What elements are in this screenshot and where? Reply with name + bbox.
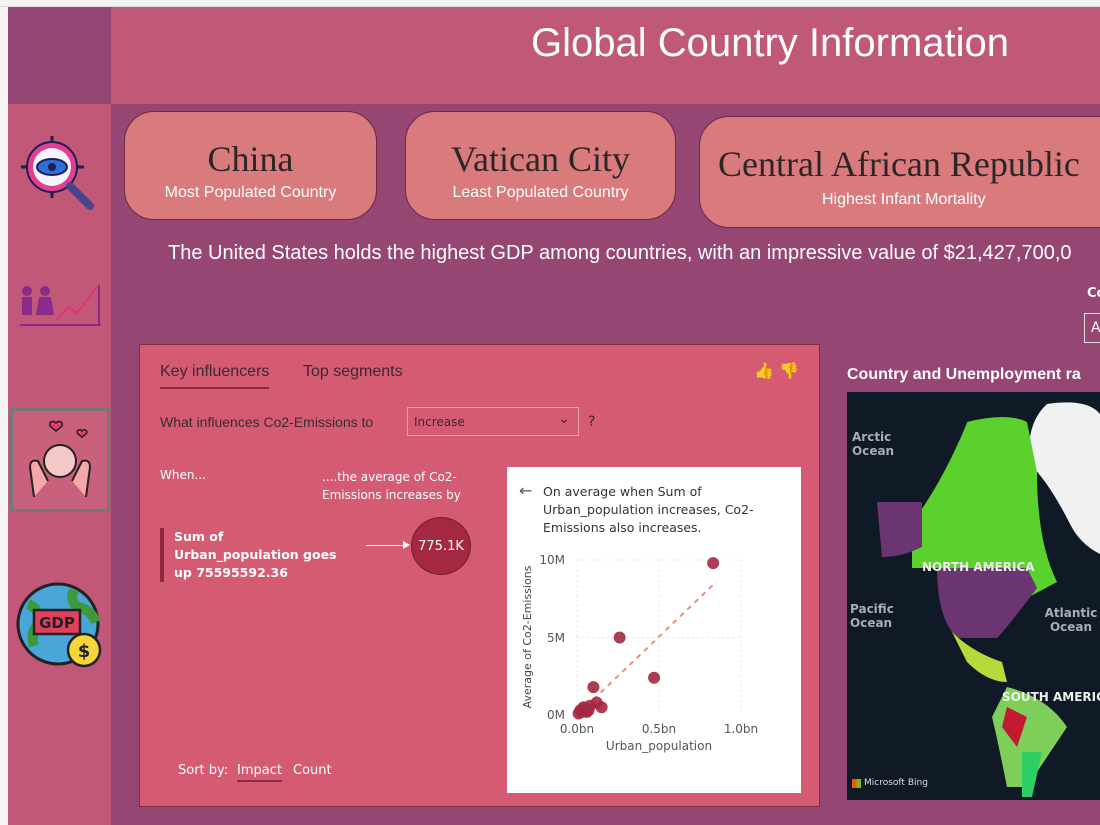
map-label-north-america: NORTH AMERICA <box>922 560 1035 574</box>
slicer-label: Co <box>1087 286 1100 301</box>
sidebar: GDP $ <box>8 104 111 825</box>
kpi-value: Vatican City <box>451 139 630 179</box>
map-label-atlantic: Atlantic Ocean <box>1044 606 1098 634</box>
kpi-card-infant-mortality: Central African Republic Highest Infant … <box>699 116 1100 228</box>
dropdown-value: Increase <box>414 415 465 429</box>
nav-gdp[interactable]: GDP $ <box>10 574 110 678</box>
average-header: ....the average of Co2-Emissions increas… <box>322 470 461 502</box>
scatter-point <box>590 696 603 709</box>
window-edge <box>0 7 8 825</box>
map-label-pacific: Pacific Ocean <box>850 602 894 630</box>
back-arrow-icon[interactable]: ← <box>519 481 533 500</box>
scatter-point <box>648 671 661 684</box>
arrow-icon <box>366 541 410 549</box>
gdp-globe-icon: GDP $ <box>16 582 102 668</box>
map-label-arctic: Arctic Ocean <box>852 430 895 458</box>
direction-dropdown[interactable]: Increase ⌄ <box>407 407 579 436</box>
nav-population-growth[interactable] <box>10 254 110 358</box>
influencer-item[interactable]: Sum of Urban_population goes up 75595592… <box>160 528 340 582</box>
nav-hands-heart[interactable] <box>10 408 110 512</box>
thumbs-down-icon[interactable]: 👎 <box>779 361 799 380</box>
filled-map[interactable]: Arctic Ocean Pacific Ocean Atlantic Ocea… <box>847 392 1100 800</box>
logo-corner <box>8 7 111 104</box>
y-tick-label: 5M <box>547 631 565 645</box>
scatter-chart: 0.0bn 0.5bn 1.0bn 0M 5M 10M Urban_popula… <box>521 553 758 753</box>
tab-top-segments[interactable]: Top segments <box>303 363 403 380</box>
sort-label: Sort by: <box>178 763 229 778</box>
header: Global Country Information <box>111 7 1100 104</box>
kpi-label: Most Populated Country <box>164 184 337 201</box>
tab-key-influencers[interactable]: Key influencers <box>160 363 270 389</box>
svg-text:$: $ <box>78 641 91 662</box>
kpi-card-most-populated: China Most Populated Country <box>124 111 377 220</box>
attribution-text: Microsoft Bing <box>864 778 928 788</box>
gdp-icon-text: GDP <box>39 614 75 632</box>
scatter-point <box>707 557 720 570</box>
page-title: Global Country Information <box>531 21 1010 65</box>
scatter-point <box>582 704 595 717</box>
map-shapes <box>877 402 1100 797</box>
key-influencers-visual: Key influencers Top segments 👍 👎 What in… <box>139 344 820 807</box>
x-axis-label: Urban_population <box>606 739 712 753</box>
x-tick-label: 1.0bn <box>724 722 758 736</box>
y-tick-label: 10M <box>539 553 565 567</box>
kpi-label: Least Populated Country <box>452 184 629 201</box>
chevron-down-icon: ⌄ <box>558 411 570 427</box>
question-mark: ? <box>588 414 596 430</box>
impact-bubble[interactable]: 775.1K <box>411 517 471 575</box>
map-label-south-america: SOUTH AMERIC <box>1002 690 1100 704</box>
sort-count[interactable]: Count <box>293 763 332 778</box>
eye-search-icon <box>21 136 94 210</box>
population-growth-icon <box>20 285 101 326</box>
kpi-card-least-populated: Vatican City Least Populated Country <box>405 111 676 220</box>
x-tick-label: 0.5bn <box>642 722 676 736</box>
kpi-value: Central African Republic <box>718 144 1080 184</box>
slicer-dropdown[interactable]: A <box>1084 313 1100 343</box>
detail-text: On average when Sum of Urban_population … <box>543 484 754 535</box>
browser-strip <box>0 0 1100 7</box>
influencer-detail-panel: ← On average when Sum of Urban_populatio… <box>507 467 801 793</box>
sort-impact[interactable]: Impact <box>237 763 282 782</box>
kpi-label: Highest Infant Mortality <box>822 191 986 208</box>
y-axis-label: Average of Co2-Emissions <box>521 565 534 708</box>
hands-heart-icon <box>28 420 92 498</box>
when-header: When... <box>160 468 206 482</box>
scatter-point <box>587 681 600 694</box>
nav-eye-search[interactable] <box>10 122 110 226</box>
feedback-thumbs[interactable]: 👍 👎 <box>754 361 799 380</box>
microsoft-logo-icon <box>852 778 861 788</box>
influence-question: What influences Co2-Emissions to <box>160 414 374 430</box>
x-tick-label: 0.0bn <box>560 722 594 736</box>
scatter-point <box>613 631 626 644</box>
kpi-value: China <box>207 139 294 179</box>
thumbs-up-icon[interactable]: 👍 <box>754 361 774 380</box>
gdp-summary-text: The United States holds the highest GDP … <box>168 242 1072 264</box>
trendline <box>592 580 718 701</box>
map-title: Country and Unemployment ra <box>847 366 1081 383</box>
bing-attribution: Microsoft Bing <box>852 778 928 788</box>
y-tick-label: 0M <box>547 708 565 722</box>
